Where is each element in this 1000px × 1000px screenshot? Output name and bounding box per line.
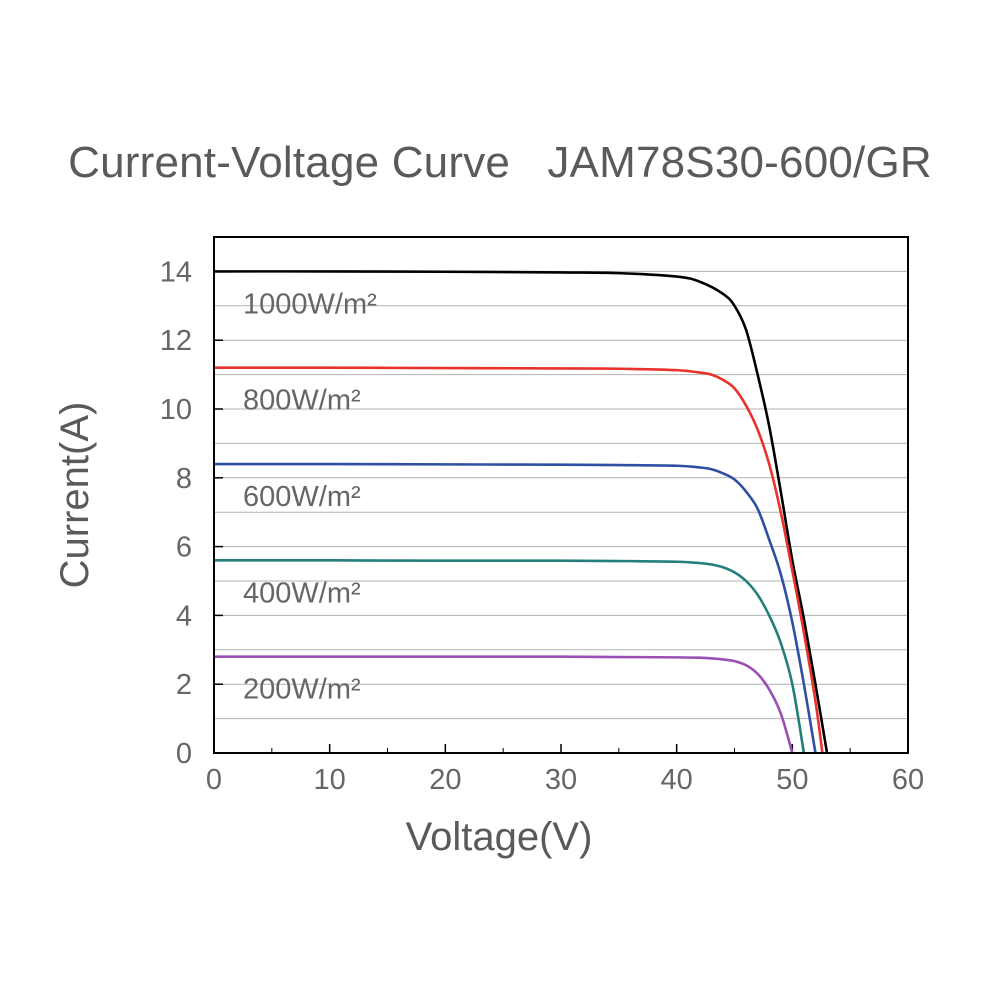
y-axis-label: Current(A) <box>53 402 97 589</box>
series-label: 400W/m² <box>243 577 361 609</box>
series-labels: 1000W/m² 800W/m² 600W/m² 400W/m² 200W/m² <box>243 288 377 705</box>
x-tick-label: 60 <box>892 764 924 796</box>
y-tick-label: 8 <box>176 463 192 495</box>
series-label: 1000W/m² <box>243 288 377 320</box>
x-tick-label: 40 <box>661 764 693 796</box>
x-tick-label: 30 <box>545 764 577 796</box>
x-axis-label: Voltage(V) <box>406 815 593 859</box>
tick-labels: 0 10 20 30 40 50 60 0 2 4 6 8 10 12 14 <box>160 256 924 796</box>
x-tick-label: 50 <box>776 764 808 796</box>
series-label: 600W/m² <box>243 481 361 513</box>
plot-area-frame <box>213 236 909 754</box>
series-label: 800W/m² <box>243 385 361 417</box>
series-line <box>213 559 806 754</box>
x-tick-label: 10 <box>314 764 346 796</box>
gridlines <box>214 270 908 720</box>
series-lines <box>213 270 829 754</box>
y-tick-label: 14 <box>160 256 192 288</box>
x-tick-label: 0 <box>206 764 222 796</box>
series-line <box>213 270 829 754</box>
series-line <box>213 462 817 754</box>
chart-title: Current-Voltage Curve JAM78S30-600/GR <box>68 138 932 187</box>
series-line <box>213 366 824 754</box>
y-tick-label: 4 <box>176 600 192 632</box>
x-tick-label: 20 <box>429 764 461 796</box>
y-tick-label: 2 <box>176 669 192 701</box>
y-tick-label: 10 <box>160 394 192 426</box>
series-line <box>213 655 794 754</box>
y-tick-label: 0 <box>176 738 192 770</box>
series-label: 200W/m² <box>243 674 361 706</box>
y-tick-label: 12 <box>160 325 192 357</box>
y-tick-label: 6 <box>176 532 192 564</box>
